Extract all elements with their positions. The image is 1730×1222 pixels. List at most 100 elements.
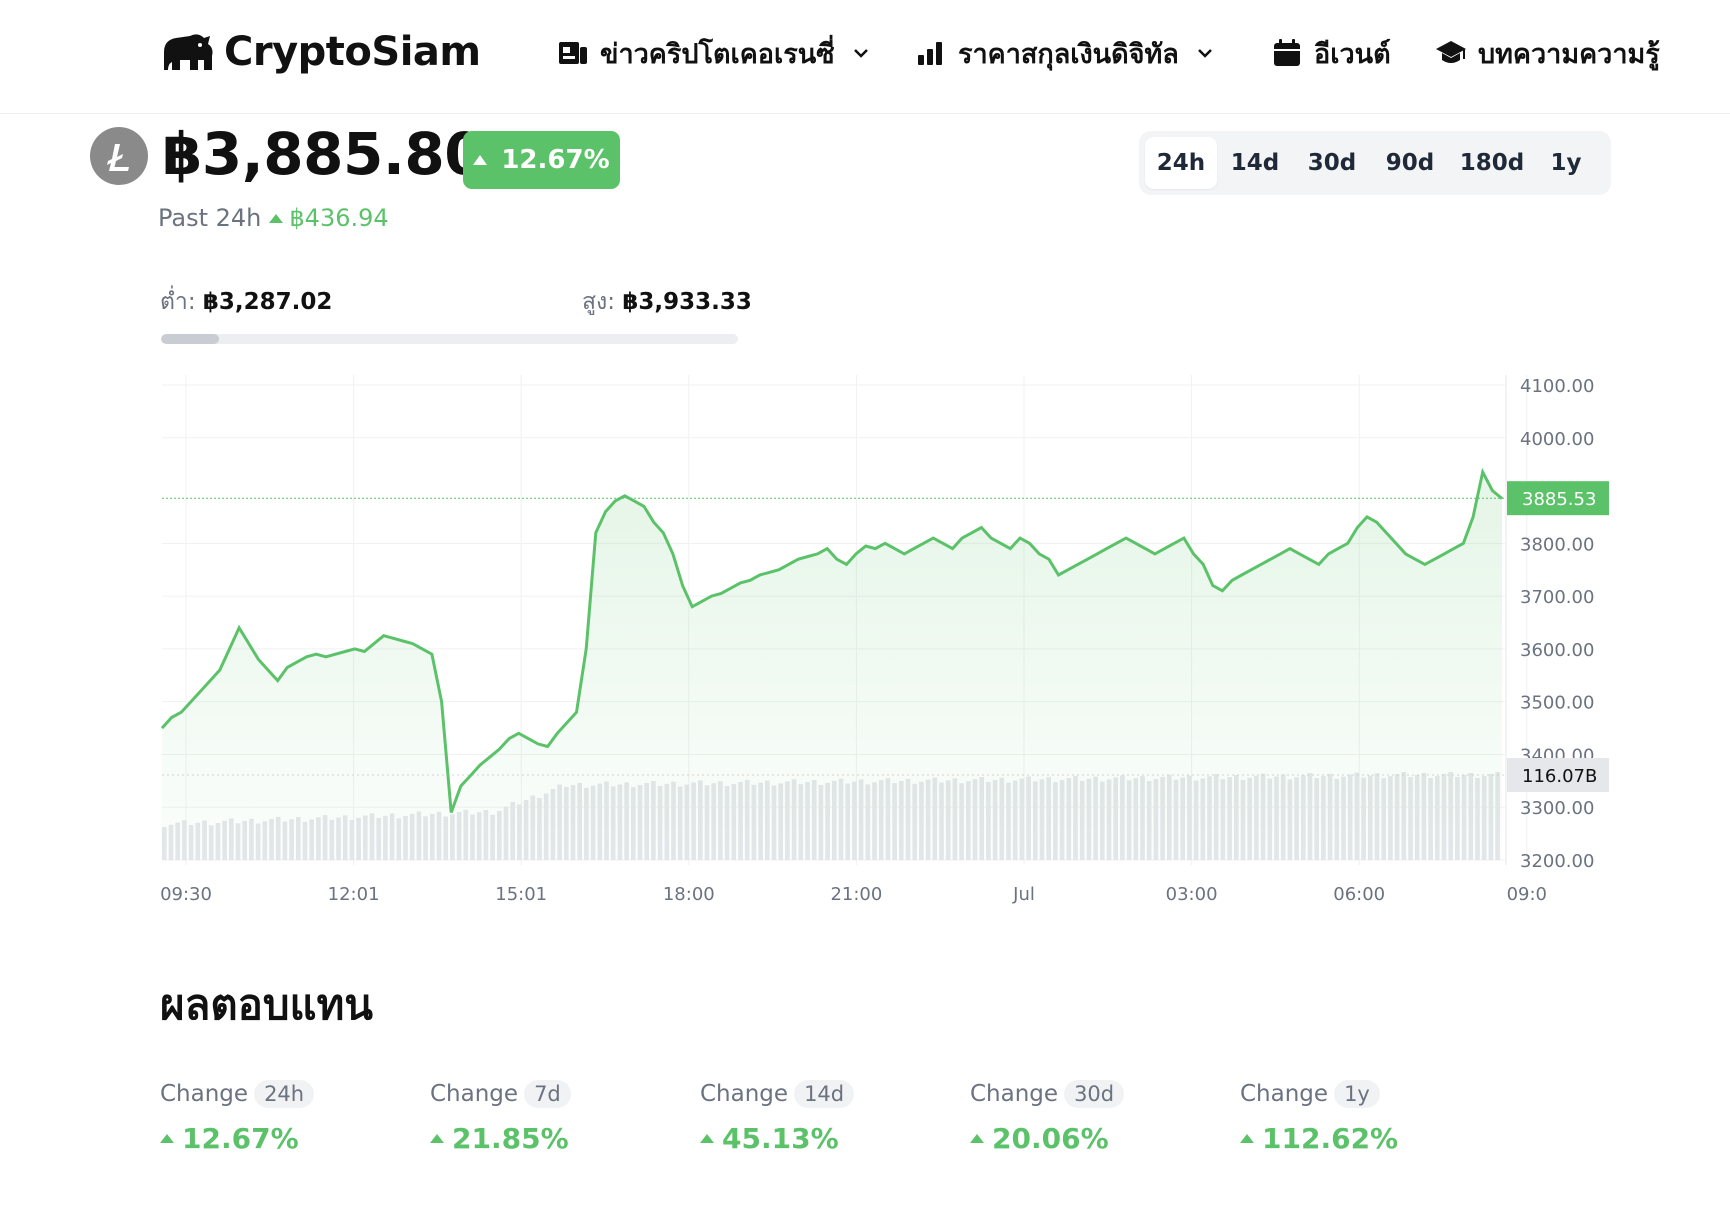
arrow-up-icon (269, 213, 284, 223)
arrow-up-icon (1240, 1134, 1254, 1143)
chevron-down-icon (853, 49, 868, 58)
nav-events-label: อีเวนต์ (1314, 38, 1391, 70)
nav-prices-label: ราคาสกุลเงินดิจิทัล (958, 38, 1179, 70)
change-value-text: 45.13% (722, 1122, 839, 1155)
x-tick-label: 12:01 (328, 884, 380, 905)
change-label: Change (970, 1081, 1059, 1107)
arrow-up-icon (473, 155, 488, 165)
period-pill: 1y (1334, 1080, 1380, 1108)
y-tick-label: 3300.00 (1520, 798, 1594, 819)
range-tab-180d[interactable]: 180d (1459, 150, 1525, 176)
range-tab-1y[interactable]: 1y (1550, 150, 1582, 176)
low-value: ฿3,287.02 (202, 289, 333, 315)
x-tick-label: 09:30 (160, 884, 212, 905)
y-tick-label: 3800.00 (1520, 534, 1594, 555)
x-tick-label: 15:01 (495, 884, 547, 905)
change-badge-value: 12.67% (501, 145, 610, 175)
current-price-label: 3885.53 (1507, 481, 1609, 516)
y-tick-label: 4100.00 (1520, 376, 1594, 397)
change-item-24h: Change 24h 12.67% (160, 1080, 315, 1155)
period-pill: 24h (254, 1080, 315, 1108)
arrow-up-icon (700, 1134, 714, 1143)
arrow-up-icon (970, 1134, 984, 1143)
range-tab-14d[interactable]: 14d (1230, 150, 1280, 176)
change-label: Change (700, 1081, 789, 1107)
x-tick-label: 21:00 (830, 884, 882, 905)
range-tab-24h[interactable]: 24h (1145, 137, 1217, 189)
arrow-up-icon (160, 1134, 174, 1143)
change-badge: 12.67% (463, 131, 620, 189)
x-tick-label: 09:0 (1507, 884, 1547, 905)
x-tick-label: 18:00 (663, 884, 715, 905)
y-tick-label: 3600.00 (1520, 640, 1594, 661)
change-head: Change 1y (1240, 1080, 1398, 1108)
high-price: สูง: ฿3,933.33 (582, 284, 752, 320)
y-tick-label: 3500.00 (1520, 693, 1594, 714)
period-pill: 30d (1064, 1080, 1125, 1108)
change-head: Change 24h (160, 1080, 315, 1108)
x-tick-label: Jul (1012, 884, 1035, 905)
nav-news-label: ข่าวคริปโตเคอเรนซี่ (600, 38, 835, 70)
news-icon (556, 36, 590, 70)
high-value: ฿3,933.33 (622, 289, 752, 315)
nav-news[interactable]: ข่าวคริปโตเคอเรนซี่ (556, 28, 871, 78)
change-value: 112.62% (1240, 1122, 1398, 1155)
elephant-logo-icon (164, 34, 213, 70)
change-label: Change (1240, 1081, 1329, 1107)
price-line (160, 467, 1503, 814)
range-tab-30d[interactable]: 30d (1307, 150, 1357, 176)
past-change: Past 24h ฿436.94 (158, 204, 389, 232)
nav-events[interactable]: อีเวนต์ (1270, 28, 1391, 78)
period-pill: 14d (794, 1080, 855, 1108)
change-item-14d: Change 14d 45.13% (700, 1080, 855, 1155)
price-chart[interactable]: 4100.00 4000.00 3800.00 3700.00 3600.00 3500.… (0, 360, 1730, 920)
change-item-30d: Change 30d 20.06% (970, 1080, 1125, 1155)
change-value: 12.67% (160, 1122, 314, 1155)
change-value-text: 112.62% (1262, 1122, 1399, 1155)
current-price-value: 3885.53 (1522, 489, 1596, 510)
change-value-text: 20.06% (992, 1122, 1109, 1155)
change-value: 45.13% (700, 1122, 854, 1155)
time-range-tabs: 24h 14d 30d 90d 180d 1y (1139, 131, 1611, 195)
change-value: 20.06% (970, 1122, 1124, 1155)
high-label: สูง: (582, 289, 616, 315)
change-head: Change 7d (430, 1080, 571, 1108)
arrow-up-icon (430, 1134, 444, 1143)
change-head: Change 30d (970, 1080, 1125, 1108)
y-tick-label: 3700.00 (1520, 587, 1594, 608)
litecoin-icon (90, 127, 148, 185)
low-label: ต่ำ: (160, 289, 196, 315)
range-bar-fill (161, 334, 219, 344)
graduation-cap-icon (1434, 36, 1468, 70)
nav-prices[interactable]: ราคาสกุลเงินดิจิทัล (914, 28, 1215, 78)
price-area (162, 472, 1502, 860)
low-high-range-bar (161, 334, 738, 344)
change-value-text: 21.85% (452, 1122, 569, 1155)
logo-text: CryptoSiam (224, 29, 481, 75)
past-label: Past 24h (158, 204, 262, 232)
change-label: Change (160, 1081, 249, 1107)
nav-learn[interactable]: บทความความรู้ (1434, 28, 1660, 78)
change-value-text: 12.67% (182, 1122, 299, 1155)
change-item-7d: Change 7d 21.85% (430, 1080, 571, 1155)
site-logo[interactable]: CryptoSiam (160, 24, 481, 80)
past-change-value: ฿436.94 (289, 204, 389, 232)
period-pill: 7d (524, 1080, 571, 1108)
calendar-icon (1270, 36, 1304, 70)
y-tick-label: 3200.00 (1520, 851, 1594, 872)
volume-value: 116.07B (1522, 766, 1597, 787)
volume-label: 116.07B (1507, 758, 1609, 792)
range-tab-90d[interactable]: 90d (1385, 150, 1435, 176)
nav-learn-label: บทความความรู้ (1478, 38, 1660, 70)
coin-price: ฿3,885.80 (162, 120, 485, 188)
y-tick-label: 4000.00 (1520, 429, 1594, 450)
returns-title: ผลตอบแทน (160, 980, 373, 1029)
x-tick-label: 06:00 (1333, 884, 1385, 905)
change-head: Change 14d (700, 1080, 855, 1108)
bar-chart-icon (914, 36, 948, 70)
site-header: CryptoSiam ข่าวคริปโตเคอเรนซี่ ราคาสกุลเ… (0, 0, 1730, 114)
change-item-1y: Change 1y 112.62% (1240, 1080, 1398, 1155)
x-tick-label: 03:00 (1166, 884, 1218, 905)
change-label: Change (430, 1081, 519, 1107)
chevron-down-icon (1197, 49, 1212, 58)
